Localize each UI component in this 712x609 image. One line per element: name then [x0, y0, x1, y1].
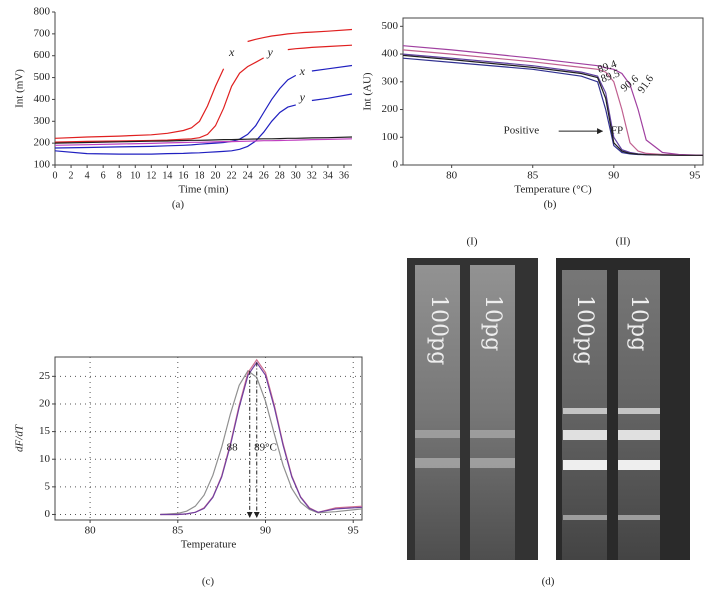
gel-lane: [562, 270, 607, 560]
y-tick-label: 100: [382, 131, 399, 143]
series-line: [54, 28, 353, 139]
x-tick-label: 18: [194, 170, 204, 181]
annotation: FP: [611, 125, 623, 137]
lane-label: 10pg: [626, 295, 651, 351]
series-line: [54, 64, 353, 149]
x-axis-label: Temperature (°C): [514, 184, 592, 196]
x-tick-label: 95: [348, 525, 360, 537]
series-line: [402, 54, 703, 156]
x-tick-label: 12: [146, 170, 156, 181]
gel-lane: [470, 265, 515, 560]
gel-panel: (I) (II) 100pg 10pg 100pg 10pg (d): [407, 236, 690, 588]
annotation: 88: [227, 442, 239, 454]
y-tick-label: 300: [382, 75, 399, 87]
x-tick-label: 28: [275, 170, 285, 181]
gel-lane: [618, 270, 660, 560]
annotation: y: [266, 45, 273, 59]
y-tick-label: 600: [34, 49, 51, 61]
x-axis-label: Time (min): [178, 184, 228, 196]
x-tick-label: 85: [172, 525, 184, 537]
x-tick-label: 85: [527, 170, 539, 182]
y-tick-label: 10: [39, 453, 51, 465]
y-tick-label: 400: [382, 48, 399, 60]
x-tick-label: 10: [130, 170, 140, 181]
panel-caption: (d): [542, 576, 555, 588]
x-tick-label: 90: [608, 170, 620, 182]
x-tick-label: 26: [259, 170, 269, 181]
y-tick-label: 0: [393, 159, 399, 171]
plot-frame: [402, 17, 704, 166]
panel-caption: (a): [172, 199, 185, 211]
gel-lane: [415, 265, 460, 560]
x-tick-label: 32: [307, 170, 317, 181]
x-tick-label: 2: [69, 170, 74, 181]
x-tick-label: 8: [117, 170, 122, 181]
panel-caption: (b): [544, 199, 557, 211]
series-line: [402, 49, 704, 156]
x-tick-label: 95: [689, 170, 701, 182]
y-tick-label: 15: [39, 425, 51, 437]
gel-label: (I): [467, 236, 478, 248]
series-line: [402, 53, 704, 156]
y-tick-label: 200: [34, 137, 51, 149]
annotation: 89°C: [254, 442, 277, 454]
x-tick-label: 80: [85, 525, 97, 537]
x-tick-label: 34: [323, 170, 333, 181]
lane-label: 100pg: [426, 295, 451, 365]
x-axis-label: Temperature: [181, 539, 237, 551]
annotation: x: [228, 45, 235, 59]
y-tick-label: 200: [382, 103, 399, 115]
y-tick-label: 300: [34, 115, 51, 127]
series-line: [402, 45, 704, 156]
x-tick-label: 36: [339, 170, 349, 181]
gel-bands: [415, 408, 660, 520]
y-tick-label: 500: [382, 20, 399, 32]
series-line: [160, 361, 363, 516]
annotation: y: [299, 90, 306, 104]
y-axis-label: dF/dT: [14, 424, 26, 452]
x-tick-label: 30: [291, 170, 301, 181]
y-axis-label: Int (AU): [362, 72, 374, 111]
x-tick-label: 24: [243, 170, 253, 181]
x-tick-label: 16: [178, 170, 188, 181]
panel-caption: (c): [202, 576, 215, 588]
y-axis-label: Int (mV): [14, 69, 26, 108]
y-tick-label: 800: [34, 6, 51, 18]
annotation: 91.6: [635, 73, 656, 96]
y-tick-label: 0: [45, 508, 51, 520]
series-line: [54, 136, 353, 144]
x-tick-label: 20: [211, 170, 221, 181]
y-tick-label: 400: [34, 93, 51, 105]
x-tick-label: 22: [227, 170, 237, 181]
x-tick-label: 80: [446, 170, 458, 182]
y-tick-label: 5: [45, 480, 51, 492]
series-line: [54, 93, 353, 155]
series-line: [402, 57, 704, 156]
series-line: [160, 358, 363, 516]
y-tick-label: 100: [34, 159, 51, 171]
x-tick-label: 14: [162, 170, 172, 181]
y-tick-label: 20: [39, 397, 51, 409]
series-line: [160, 369, 363, 516]
series-line: [54, 138, 353, 146]
x-tick-label: 90: [260, 525, 272, 537]
lane-label: 10pg: [480, 295, 505, 351]
gel-label: (II): [616, 236, 631, 248]
lane-label: 100pg: [572, 295, 597, 365]
y-tick-label: 500: [34, 71, 51, 83]
x-tick-label: 4: [85, 170, 90, 181]
y-tick-label: 700: [34, 27, 51, 39]
series-line: [54, 44, 353, 143]
y-tick-label: 25: [39, 370, 51, 382]
annotation: Positive: [504, 125, 540, 137]
annotation: x: [299, 64, 306, 78]
x-tick-label: 0: [53, 170, 58, 181]
x-tick-label: 6: [101, 170, 106, 181]
plot-frame: [54, 356, 363, 521]
